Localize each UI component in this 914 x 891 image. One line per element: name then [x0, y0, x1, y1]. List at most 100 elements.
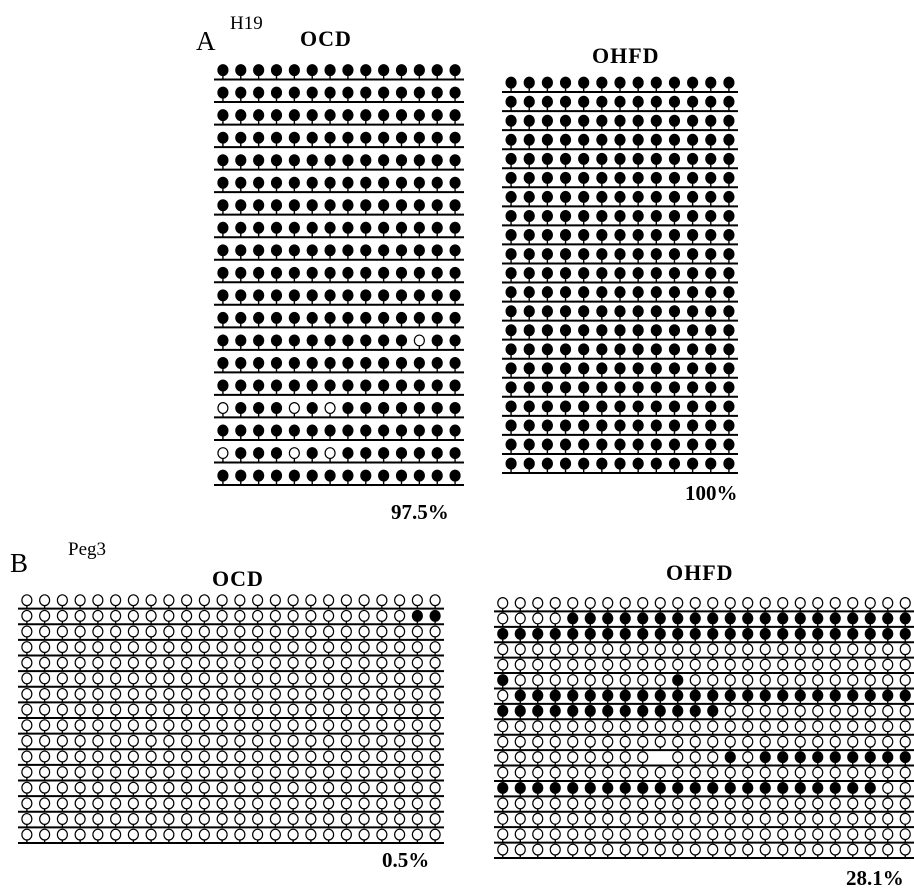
unmethylated-cpg [394, 781, 406, 794]
methylated-cpg [687, 190, 699, 203]
panel-a-ohfd-label: OHFD [592, 43, 660, 68]
methylated-cpg [253, 311, 265, 324]
methylated-cpg [707, 612, 719, 625]
unmethylated-cpg [358, 703, 370, 716]
unmethylated-cpg [56, 594, 68, 607]
unmethylated-cpg [812, 597, 824, 610]
unmethylated-cpg [340, 750, 352, 763]
unmethylated-cpg [305, 719, 317, 732]
methylated-cpg [306, 221, 318, 234]
methylated-cpg [614, 152, 626, 165]
unmethylated-cpg [376, 625, 388, 638]
methylated-cpg [532, 704, 544, 717]
methylated-cpg [689, 704, 701, 717]
unmethylated-cpg [305, 687, 317, 700]
unmethylated-cpg [376, 797, 388, 810]
unmethylated-cpg [216, 750, 228, 763]
read-row [214, 86, 464, 104]
read-row [18, 719, 444, 735]
unmethylated-cpg [181, 766, 193, 779]
methylated-cpg [431, 221, 443, 234]
methylated-cpg [619, 704, 631, 717]
unmethylated-cpg [127, 781, 139, 794]
methylated-cpg [632, 381, 644, 394]
read-row [18, 750, 444, 766]
unmethylated-cpg [429, 828, 441, 841]
unmethylated-cpg [654, 797, 666, 810]
methylated-cpg [668, 248, 681, 261]
methylated-cpg [596, 152, 608, 165]
unmethylated-cpg [234, 750, 246, 763]
unmethylated-cpg [619, 597, 631, 610]
unmethylated-cpg [619, 720, 631, 733]
unmethylated-cpg [394, 797, 406, 810]
methylated-cpg [217, 154, 229, 167]
unmethylated-cpg [724, 658, 736, 671]
methylated-cpg [549, 781, 561, 794]
unmethylated-cpg [637, 674, 649, 687]
unmethylated-cpg [514, 766, 526, 779]
methylated-cpg [650, 114, 662, 127]
unmethylated-cpg [110, 641, 122, 654]
methylated-cpg [541, 457, 553, 470]
unmethylated-cpg [497, 612, 509, 625]
unmethylated-cpg [216, 734, 228, 747]
methylated-cpg [342, 469, 354, 482]
methylated-cpg [505, 248, 517, 261]
methylated-cpg [270, 244, 283, 257]
read-row [502, 381, 738, 398]
methylated-cpg [794, 612, 806, 625]
methylated-cpg [705, 229, 717, 242]
unmethylated-cpg [672, 735, 684, 748]
methylated-cpg [378, 334, 390, 347]
methylated-cpg [668, 152, 681, 165]
methylated-cpg [431, 109, 443, 122]
unmethylated-cpg [724, 674, 736, 687]
methylated-cpg [672, 612, 684, 625]
unmethylated-cpg [252, 609, 264, 622]
methylated-cpg [378, 154, 390, 167]
unmethylated-cpg [602, 735, 614, 748]
unmethylated-cpg [882, 843, 894, 856]
methylated-cpg [413, 289, 425, 302]
unmethylated-cpg [724, 812, 736, 825]
methylated-cpg [829, 627, 841, 640]
methylated-cpg [654, 689, 666, 702]
unmethylated-cpg [216, 625, 228, 638]
read-row [502, 400, 738, 417]
methylated-cpg [777, 781, 789, 794]
methylated-cpg [378, 379, 390, 392]
methylated-cpg [306, 154, 318, 167]
methylated-cpg [342, 131, 354, 144]
methylated-cpg [431, 199, 443, 212]
methylated-cpg [342, 334, 354, 347]
unmethylated-cpg [497, 643, 509, 656]
unmethylated-cpg [163, 625, 175, 638]
unmethylated-cpg [56, 766, 68, 779]
unmethylated-cpg [899, 658, 911, 671]
methylated-cpg [742, 689, 754, 702]
unmethylated-cpg [724, 797, 736, 810]
unmethylated-cpg [110, 594, 122, 607]
unmethylated-cpg [198, 672, 210, 685]
unmethylated-cpg [287, 750, 299, 763]
methylated-cpg [413, 244, 425, 257]
methylated-cpg [723, 171, 735, 184]
unmethylated-cpg [252, 672, 264, 685]
methylated-cpg [235, 154, 247, 167]
unmethylated-cpg [21, 781, 33, 794]
unmethylated-cpg [110, 703, 122, 716]
unmethylated-cpg [21, 750, 33, 763]
methylated-cpg [724, 781, 736, 794]
methylated-cpg [342, 266, 354, 279]
unmethylated-cpg [376, 672, 388, 685]
unmethylated-cpg [497, 828, 509, 841]
methylated-cpg [705, 381, 717, 394]
methylated-cpg [360, 311, 372, 324]
read-row [18, 687, 444, 704]
methylated-cpg [596, 362, 608, 375]
unmethylated-cpg [198, 750, 210, 763]
methylated-cpg [777, 627, 789, 640]
unmethylated-cpg [777, 658, 789, 671]
methylated-cpg [505, 362, 517, 375]
